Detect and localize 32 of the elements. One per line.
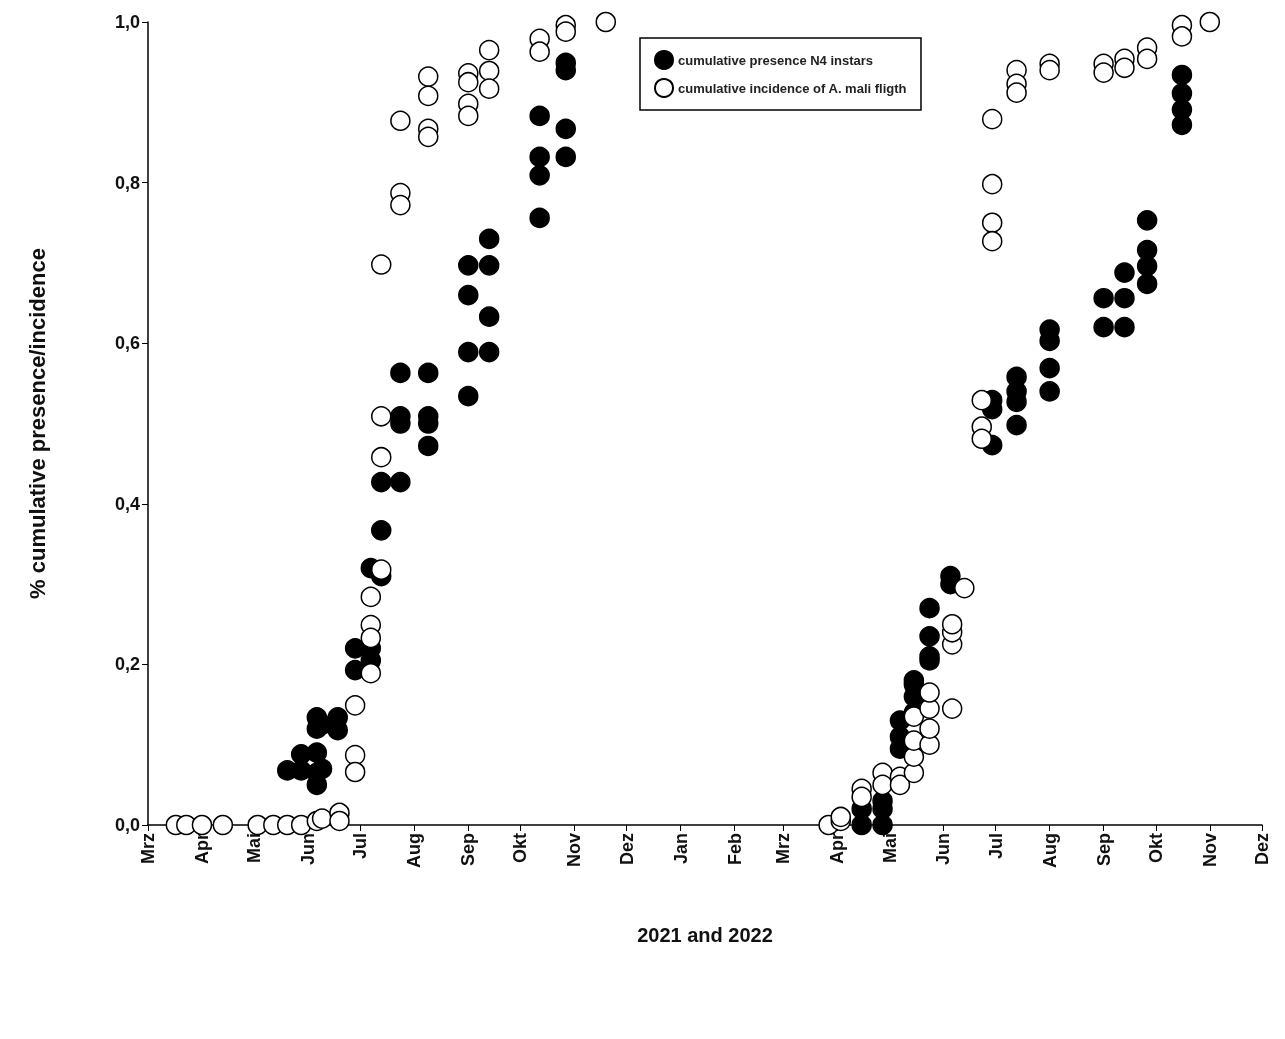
- y-tick-label: 0,0: [114, 815, 140, 835]
- x-tick-label: Dez: [1252, 833, 1272, 866]
- x-tick-label: Nov: [564, 833, 585, 868]
- y-tick-label: 0,2: [114, 654, 140, 675]
- x-tick-label: Okt: [1145, 833, 1166, 864]
- x-tick-label: Jun: [933, 833, 954, 866]
- x-tick-label: Dez: [616, 833, 637, 866]
- legend-label: cumulative incidence of A. mali fligth: [678, 80, 907, 96]
- y-tick-label: 0,4: [114, 493, 140, 514]
- y-tick-label: 0,6: [114, 333, 140, 354]
- y-axis-title: % cumulative presence/incidence: [24, 248, 50, 599]
- x-axis-title: 2021 and 2022: [637, 924, 773, 946]
- x-tick-label: Apr: [191, 833, 212, 864]
- x-tick-label: Sep: [458, 833, 479, 867]
- x-tick-label: Mrz: [773, 833, 794, 864]
- y-tick-label: 0,8: [114, 172, 140, 193]
- x-tick-label: Jun: [298, 833, 319, 866]
- x-tick-label: Mrz: [138, 833, 158, 864]
- x-tick-label: Nov: [1199, 833, 1220, 868]
- legend-label: cumulative presence N4 instars: [678, 52, 874, 68]
- y-tick-label: 1,0: [114, 12, 140, 32]
- x-tick-label: Feb: [724, 833, 745, 866]
- x-tick-label: Jul: [985, 833, 1006, 860]
- x-tick-label: Mai: [244, 833, 265, 864]
- x-tick-label: Jul: [350, 833, 371, 860]
- x-tick-label: Jan: [670, 833, 691, 865]
- x-tick-label: Sep: [1093, 833, 1114, 867]
- x-tick-label: Aug: [404, 833, 425, 868]
- x-tick-label: Apr: [827, 833, 848, 864]
- x-tick-label: Okt: [510, 833, 531, 864]
- x-tick-label: Mai: [879, 833, 900, 864]
- x-tick-label: Aug: [1039, 833, 1060, 868]
